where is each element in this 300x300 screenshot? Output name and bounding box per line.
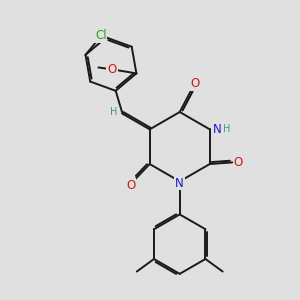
Text: O: O (107, 63, 117, 76)
Text: N: N (213, 123, 221, 136)
Text: O: O (126, 179, 135, 192)
Text: N: N (175, 176, 184, 190)
Text: H: H (223, 124, 231, 134)
Text: H: H (110, 107, 117, 117)
Text: O: O (190, 77, 199, 90)
Text: O: O (233, 156, 243, 169)
Text: Cl: Cl (95, 28, 106, 42)
